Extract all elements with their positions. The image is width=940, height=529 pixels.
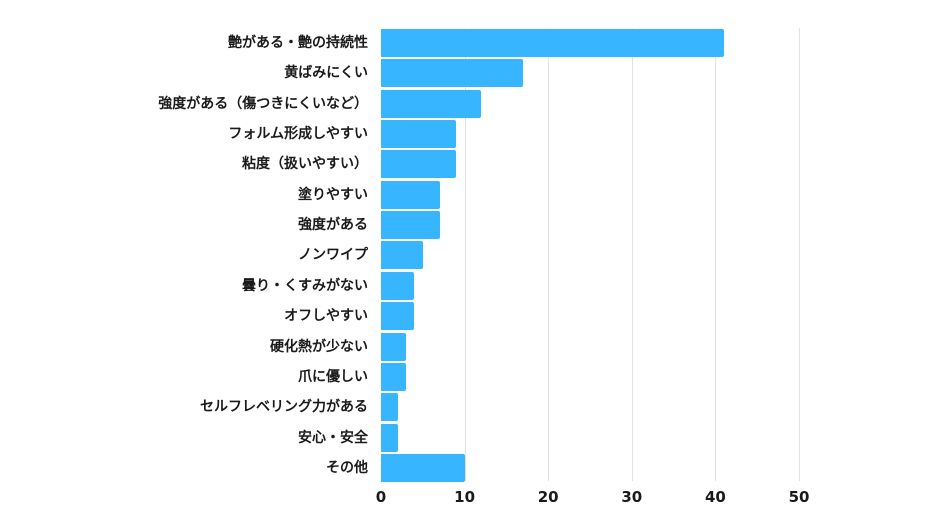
gridline (715, 28, 716, 481)
bar (381, 29, 724, 57)
bar (381, 393, 398, 421)
category-label: セルフレベリング力がある (200, 399, 368, 415)
x-tick-label: 50 (788, 488, 810, 506)
bar (381, 59, 523, 87)
category-label: 艶がある・艶の持続性 (228, 35, 368, 51)
category-label: 爪に優しい (298, 369, 368, 385)
x-tick-label: 10 (454, 488, 476, 506)
bar (381, 181, 440, 209)
bar (381, 302, 414, 330)
bar (381, 424, 398, 452)
gridline (799, 28, 800, 481)
gridline (548, 28, 549, 481)
category-label: フォルム形成しやすい (228, 126, 368, 142)
bar (381, 454, 465, 482)
bar (381, 90, 481, 118)
gridline (632, 28, 633, 481)
category-label: 粘度（扱いやすい） (242, 156, 368, 172)
category-label: 曇り・くすみがない (242, 278, 368, 294)
category-label: 塗りやすい (298, 187, 368, 203)
x-tick-label: 40 (704, 488, 726, 506)
bar (381, 363, 406, 391)
category-label: ノンワイプ (298, 247, 368, 263)
bar (381, 150, 456, 178)
bar (381, 211, 440, 239)
x-tick-label: 30 (621, 488, 643, 506)
category-label: 黄ばみにくい (284, 65, 368, 81)
bar (381, 120, 456, 148)
bar (381, 272, 414, 300)
bar (381, 333, 406, 361)
category-label: 安心・安全 (298, 430, 368, 446)
category-label: 硬化熱が少ない (270, 339, 368, 355)
x-tick-label: 0 (375, 488, 387, 506)
x-tick-label: 20 (537, 488, 559, 506)
bar (381, 241, 423, 269)
category-label: 強度がある（傷つきにくいなど） (158, 96, 368, 112)
gridline (465, 28, 466, 481)
category-label: 強度がある (298, 217, 368, 233)
category-label: オフしやすい (284, 308, 368, 324)
category-label: その他 (326, 460, 368, 476)
